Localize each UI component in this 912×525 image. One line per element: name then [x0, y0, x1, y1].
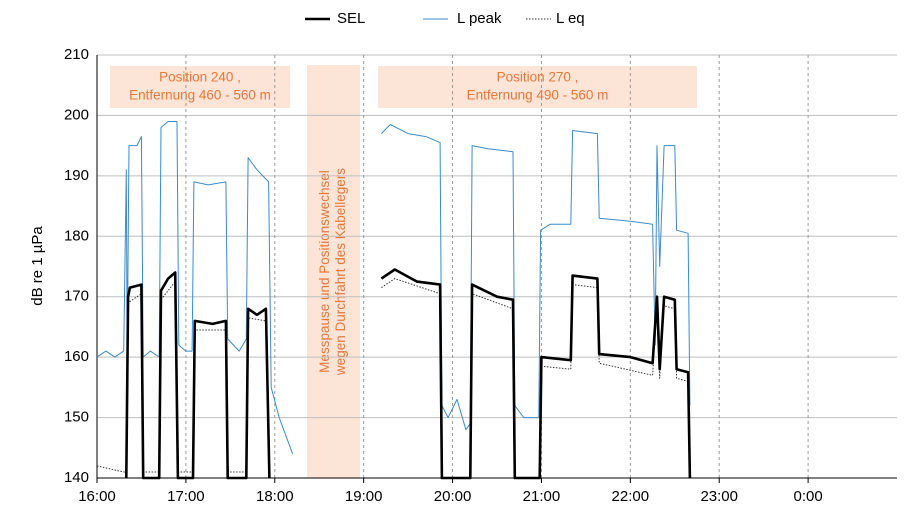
y-tick-label: 200 [64, 106, 89, 123]
annotation-box [378, 66, 697, 108]
series-line [125, 268, 692, 480]
x-tick-label: 20:00 [434, 488, 472, 505]
x-tick-label: 16:00 [78, 488, 116, 505]
annotation-text: Position 240 , [159, 70, 241, 85]
x-tick-label: 23:00 [700, 488, 738, 505]
y-tick-label: 190 [64, 167, 89, 184]
annotation-text: Entfernung 460 - 560 m [129, 88, 271, 103]
x-tick-label: 18:00 [256, 488, 294, 505]
x-tick-label: 19:00 [345, 488, 383, 505]
legend-label: L peak [457, 10, 502, 27]
y-tick-label: 160 [64, 348, 89, 365]
x-tick-label: 22:00 [612, 488, 650, 505]
x-tick-label: 21:00 [523, 488, 561, 505]
legend-label: L eq [556, 10, 585, 27]
y-tick-label: 180 [64, 227, 89, 244]
annotation-box [307, 65, 360, 478]
y-tick-label: 170 [64, 288, 89, 305]
y-axis-label: dB re 1 µPa [29, 226, 46, 306]
annotation-text: Messpause und Positionswechsel [317, 170, 332, 373]
annotation-text: Position 270 , [497, 70, 579, 85]
annotation-text: wegen Durchfahrt des Kabellegers [333, 168, 348, 376]
x-tick-label: 17:00 [167, 488, 205, 505]
legend-label: SEL [337, 10, 365, 27]
x-tick-label: 0:00 [794, 488, 823, 505]
y-tick-label: 140 [64, 469, 89, 486]
y-tick-label: 150 [64, 409, 89, 426]
annotation-box [110, 66, 290, 108]
annotation-text: Entfernung 490 - 560 m [467, 88, 609, 103]
y-tick-label: 210 [64, 46, 89, 63]
